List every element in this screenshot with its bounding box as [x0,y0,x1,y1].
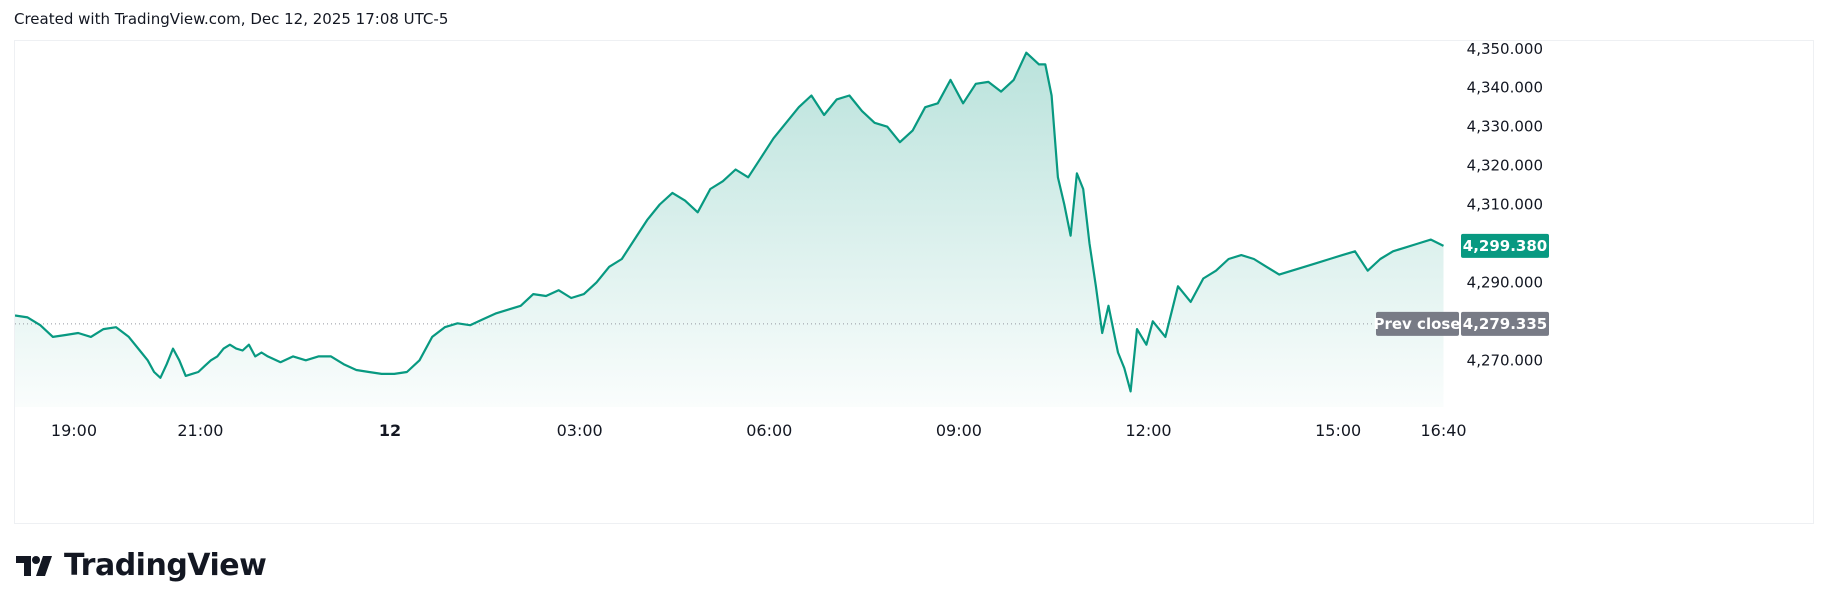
created-with-caption: Created with TradingView.com, Dec 12, 20… [14,10,449,28]
current-price-badge [1461,233,1549,258]
price-chart[interactable]: 4,350.000 4,340.000 4,330.000 4,320.000 4,31… [15,41,1815,525]
price-line [15,51,1444,393]
time-axis-label: 16:40 [1420,421,1466,440]
price-area-fill [15,52,1444,407]
prev-close-tag-label: Prev close [1373,315,1460,333]
time-axis-label: 12:00 [1125,421,1171,440]
price-axis-label: 4,270.000 [1467,351,1543,369]
time-axis-label: 09:00 [936,421,982,440]
price-axis-label: 4,340.000 [1467,79,1543,97]
prev-close-value-label: 4,279.335 [1463,315,1547,333]
price-axis-label: 4,290.000 [1467,273,1543,291]
chart-pane[interactable]: 4,350.000 4,340.000 4,330.000 4,320.000 4,31… [14,40,1814,524]
time-axis-label: 15:00 [1315,421,1361,440]
time-axis-label: 21:00 [177,421,223,440]
prev-close-badge [1461,311,1549,336]
tradingview-brand[interactable]: TradingView [16,548,267,583]
prev-close-tag [1376,311,1459,336]
price-axis-label: 4,350.000 [1467,41,1543,58]
brand-name: TradingView [64,548,267,583]
price-axis-label: 4,330.000 [1467,118,1543,136]
time-axis-label: 19:00 [51,421,97,440]
price-axis-label: 4,310.000 [1467,196,1543,214]
tradingview-logo-icon [16,555,52,576]
current-price-label: 4,299.380 [1463,237,1547,255]
price-axis-label: 4,320.000 [1467,157,1543,175]
time-axis-label: 03:00 [557,421,603,440]
time-axis-label: 06:00 [746,421,792,440]
time-axis-label: 12 [379,421,401,440]
